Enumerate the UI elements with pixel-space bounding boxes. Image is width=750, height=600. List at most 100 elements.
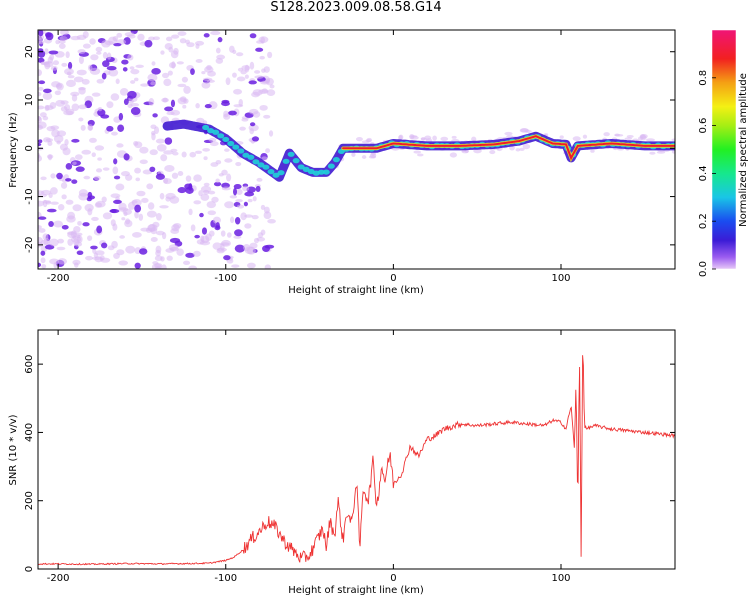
spectrogram-noise-blob	[55, 39, 60, 45]
spectrogram-x-ticks: -200 -100 0 100	[47, 30, 571, 284]
spectrogram-noise-blob	[116, 249, 125, 256]
spectrogram-noise-blob	[40, 61, 46, 65]
spectrogram-noise-blob	[506, 135, 514, 138]
spectrogram-noise-blob	[38, 121, 47, 129]
spectrogram-noise-blob	[38, 139, 43, 144]
spectrogram-noise-blob	[151, 61, 156, 66]
spectrogram-noise-blob	[118, 112, 124, 121]
spectrogram-noise-blob	[94, 145, 105, 151]
spectrogram-noise-blob	[223, 110, 229, 118]
spectrogram-x-label: Height of straight line (km)	[288, 285, 424, 296]
spectrogram-noise-blob	[489, 150, 496, 155]
spectrogram-noise-blob	[185, 252, 195, 258]
spectrogram-noise-blob	[76, 69, 87, 76]
spectrogram-noise-blob	[46, 208, 57, 213]
spectrogram-noise-blob	[262, 245, 270, 252]
spectrogram-noise-blob	[166, 255, 173, 261]
spectrogram-noise-blob	[116, 32, 123, 38]
spectrogram-noise-blob	[193, 174, 202, 182]
spectrogram-noise-blob	[101, 39, 111, 48]
spectrogram-noise-blob	[87, 64, 93, 71]
spectrogram-noise-blob	[183, 85, 191, 94]
spectrogram-noise-blob	[461, 149, 469, 154]
spectrogram-noise-blob	[139, 248, 148, 255]
spectrogram-noise-blob	[136, 190, 146, 197]
spectrogram-noise-blob	[256, 40, 264, 44]
spectrogram-noise-blob	[123, 98, 129, 106]
spectrogram-noise-blob	[177, 187, 187, 194]
spectrogram-noise-blob	[212, 242, 222, 250]
spectrogram-noise-blob	[233, 184, 242, 190]
spectrogram-noise-blob	[75, 166, 85, 172]
spectrogram-noise-blob	[146, 210, 157, 218]
spectrogram-noise-blob	[236, 76, 246, 82]
spectrogram-noise-blob	[50, 201, 59, 205]
spectrogram-noise-blob	[235, 52, 244, 57]
spectrogram-noise-blob	[91, 216, 99, 222]
spectrogram-noise-blob	[188, 208, 193, 216]
spectrogram-noise-blob	[233, 235, 242, 239]
spectrogram-ridge-blob	[292, 158, 300, 164]
spectrogram-noise-blob	[203, 156, 208, 161]
spectrogram-noise-blob	[100, 114, 110, 119]
spectrogram-noise-blob	[264, 264, 271, 269]
spectrogram-noise-blob	[67, 61, 73, 70]
spectrogram-noise-blob	[71, 103, 80, 111]
spectrogram-ridge-blob	[262, 164, 270, 170]
spectrogram-noise-blob	[241, 118, 249, 122]
spectrogram-noise-blob	[356, 137, 363, 142]
spectrogram-noise-blob	[228, 110, 237, 116]
spectrogram-noise-blob	[626, 134, 634, 138]
spectrogram-noise-blob	[244, 223, 252, 229]
spectrogram-noise-blob	[42, 92, 53, 100]
spectrogram-noise-blob	[184, 183, 193, 190]
spectrogram-noise-blob	[234, 216, 241, 225]
spectrogram-noise-blob	[140, 227, 150, 232]
spectrogram-noise-blob	[90, 54, 99, 61]
spectrogram-noise-blob	[189, 151, 197, 158]
spectrogram-noise-blob	[190, 68, 195, 76]
spectrogram-noise-blob	[54, 90, 62, 96]
spectrogram-noise-blob	[645, 138, 655, 142]
spectrogram-ridge-blob	[202, 124, 210, 131]
snr-y-tick-label: 400	[24, 423, 35, 442]
spectrogram-noise-blob	[110, 93, 120, 101]
spectrogram-noise-blob	[215, 159, 222, 165]
spectrogram-noise-blob	[413, 150, 422, 154]
spectrogram-noise-blob	[267, 51, 273, 59]
spectrogram-noise-blob	[42, 200, 52, 204]
spectrogram-noise-blob	[66, 79, 76, 88]
spectrogram-ridge-blob	[257, 162, 265, 168]
spectrogram-noise-blob	[211, 196, 219, 203]
spectrogram-noise-blob	[515, 148, 521, 152]
spectrogram-noise-blob	[82, 222, 90, 227]
spectrogram-noise-blob	[201, 227, 208, 235]
spectrogram-noise-blob	[38, 86, 44, 91]
spectrogram-noise-blob	[225, 77, 231, 86]
spectrogram-noise-blob	[72, 259, 81, 266]
spectrogram-noise-blob	[251, 215, 259, 220]
spectrogram-noise-blob	[131, 200, 138, 204]
spectrogram-noise-blob	[249, 33, 257, 39]
spectrogram-noise-blob	[154, 255, 163, 262]
spectrogram-noise-blob	[81, 149, 92, 155]
spectrogram-noise-blob	[161, 97, 169, 103]
spectrogram-noise-blob	[146, 183, 154, 190]
spectrogram-noise-blob	[269, 84, 275, 89]
spectrogram-noise-blob	[38, 116, 43, 124]
spectrogram-noise-blob	[235, 199, 243, 203]
spectrogram-noise-blob	[134, 204, 142, 213]
spectrogram-noise-blob	[55, 99, 66, 107]
spectrogram-noise-blob	[65, 199, 74, 205]
spectrogram-noise-blob	[89, 67, 101, 75]
spectrogram-noise-blob	[149, 149, 158, 156]
spectrogram-noise-blob	[255, 47, 264, 52]
spectrogram-noise-blob	[40, 176, 47, 181]
spectrogram-noise-blob	[67, 75, 75, 79]
spectrogram-noise-blob	[77, 49, 86, 54]
spectrogram-noise-blob	[193, 200, 202, 205]
spectrogram-noise-blob	[102, 51, 108, 59]
spectrogram-ridge-blob	[322, 169, 330, 175]
spectrogram-noise-blob	[134, 262, 141, 269]
